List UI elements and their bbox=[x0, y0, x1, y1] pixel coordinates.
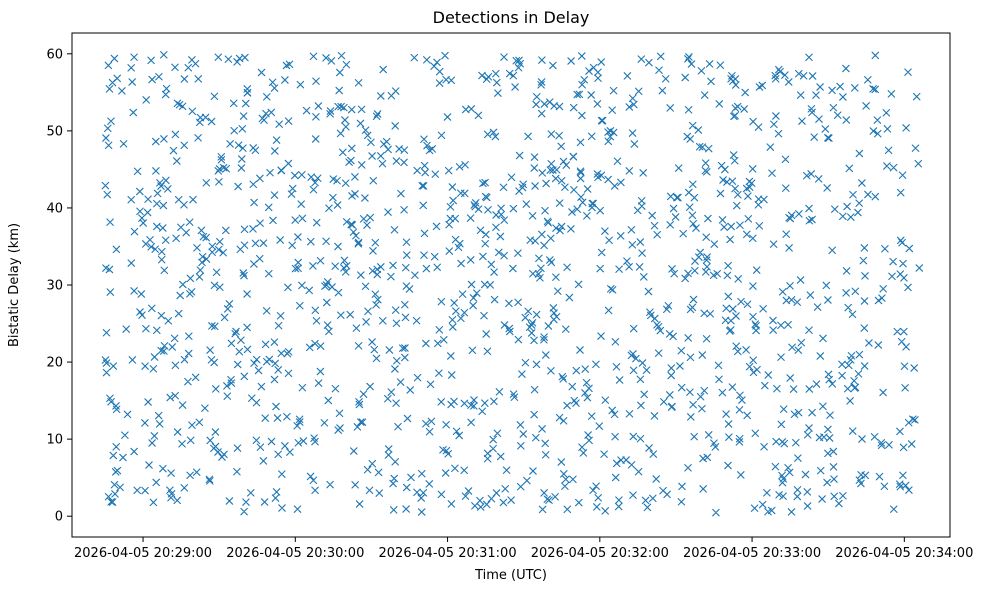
y-axis-label: Bistatic Delay (km) bbox=[7, 223, 22, 347]
plot-border bbox=[71, 32, 951, 538]
y-tick-label: 60 bbox=[46, 47, 63, 62]
y-tick-label: 10 bbox=[46, 433, 63, 448]
y-tick-label: 20 bbox=[46, 356, 63, 371]
x-tick-label: 2026-04-05 20:33:00 bbox=[683, 546, 821, 561]
x-tick-label: 2026-04-05 20:30:00 bbox=[226, 546, 364, 561]
y-tick-label: 0 bbox=[55, 510, 63, 525]
y-tick-label: 40 bbox=[46, 201, 63, 216]
x-axis-ticks: 2026-04-05 20:29:00 2026-04-05 20:30:00 20… bbox=[74, 537, 973, 561]
scatter-marker-path bbox=[101, 51, 924, 517]
y-tick-label: 30 bbox=[46, 279, 63, 294]
x-tick-label: 2026-04-05 20:29:00 bbox=[74, 546, 212, 561]
y-axis-ticks: 0 10 20 30 40 50 60 bbox=[46, 47, 72, 525]
scatter-markers bbox=[101, 51, 924, 517]
x-tick-label: 2026-04-05 20:31:00 bbox=[379, 546, 517, 561]
x-tick-label: 2026-04-05 20:34:00 bbox=[835, 546, 973, 561]
chart-title: Detections in Delay bbox=[433, 8, 590, 27]
y-tick-label: 50 bbox=[46, 124, 63, 139]
x-tick-label: 2026-04-05 20:32:00 bbox=[531, 546, 669, 561]
x-axis-label: Time (UTC) bbox=[474, 568, 547, 583]
